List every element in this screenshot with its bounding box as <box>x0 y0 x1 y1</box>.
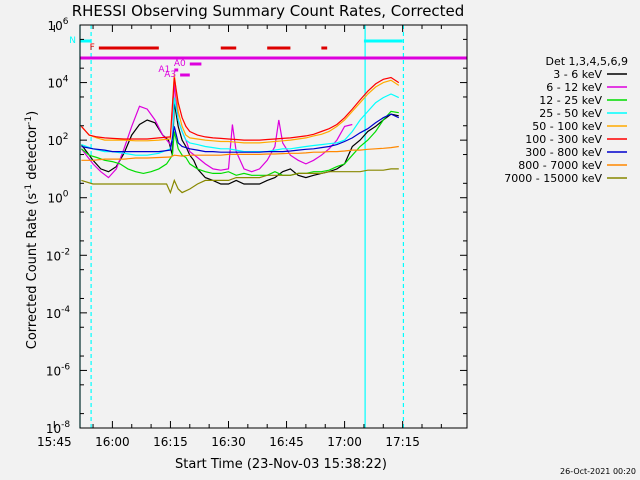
flag-label-A3: A3 <box>164 70 176 80</box>
legend-label-8: 800 - 7000 keV <box>518 159 602 172</box>
axes-layer: 10-8 10-6 10-4 10-2 100 102 104 106 15:45 16:00 16… <box>37 17 468 449</box>
x-tick-label: 17:00 <box>327 435 362 449</box>
x-tick-label: 15:45 <box>37 435 72 449</box>
legend-title: Det 1,3,4,5,6,9 <box>545 55 628 68</box>
y-tick-label: 10-4 <box>46 305 71 321</box>
x-tick-label: 16:30 <box>211 435 246 449</box>
series-line-9 <box>81 168 399 195</box>
y-tick-label: 10-8 <box>46 420 71 436</box>
y-tick-label: 10-2 <box>46 247 70 263</box>
flag-label-A1: A1 <box>158 65 170 75</box>
y-tick-label: 10-6 <box>46 362 71 378</box>
series-line-1 <box>80 102 399 185</box>
legend-label-5: 50 - 100 keV <box>532 120 602 133</box>
plot-area <box>79 25 405 428</box>
series-line-6 <box>80 76 400 141</box>
series-line-3 <box>81 110 399 176</box>
y-tick-label: 104 <box>47 75 68 91</box>
y-tick-label: 106 <box>47 17 68 33</box>
x-tick-label: 16:15 <box>153 435 188 449</box>
series-line-5 <box>80 73 400 144</box>
series-line-2 <box>80 82 353 179</box>
legend-label-4: 25 - 50 keV <box>539 107 602 120</box>
flag-label-N: N <box>69 36 76 46</box>
x-axis-label: Start Time (23-Nov-03 15:38:22) <box>175 457 387 472</box>
legend-label-9: 7000 - 15000 keV <box>504 172 602 185</box>
series-line-7 <box>81 113 400 153</box>
y-axis-label: Corrected Count Rate (s-1 detector-1) <box>24 111 40 349</box>
x-tick-label: 17:15 <box>385 435 420 449</box>
series-line-4 <box>81 93 400 156</box>
y-tick-label: 100 <box>47 190 68 206</box>
axes-frame <box>79 24 468 429</box>
flag-label-F: F <box>90 43 95 53</box>
y-tick-label: 102 <box>47 132 68 148</box>
chart-title: RHESSI Observing Summary Count Rates, Co… <box>72 2 465 20</box>
series-line-8 <box>81 145 399 161</box>
legend-label-7: 300 - 800 keV <box>525 146 602 159</box>
legend-label-6: 100 - 300 keV <box>525 133 602 146</box>
legend-label-3: 12 - 25 keV <box>539 94 602 107</box>
x-tick-label: 16:45 <box>269 435 304 449</box>
legend-label-1: 3 - 6 keV <box>553 68 602 81</box>
series-layer <box>80 73 400 195</box>
flag-label-A0: A0 <box>174 59 186 69</box>
footer-date: 26-Oct-2021 00:20 <box>560 467 636 476</box>
legend-label-2: 6 - 12 keV <box>546 81 602 94</box>
x-tick-label: 16:00 <box>95 435 130 449</box>
